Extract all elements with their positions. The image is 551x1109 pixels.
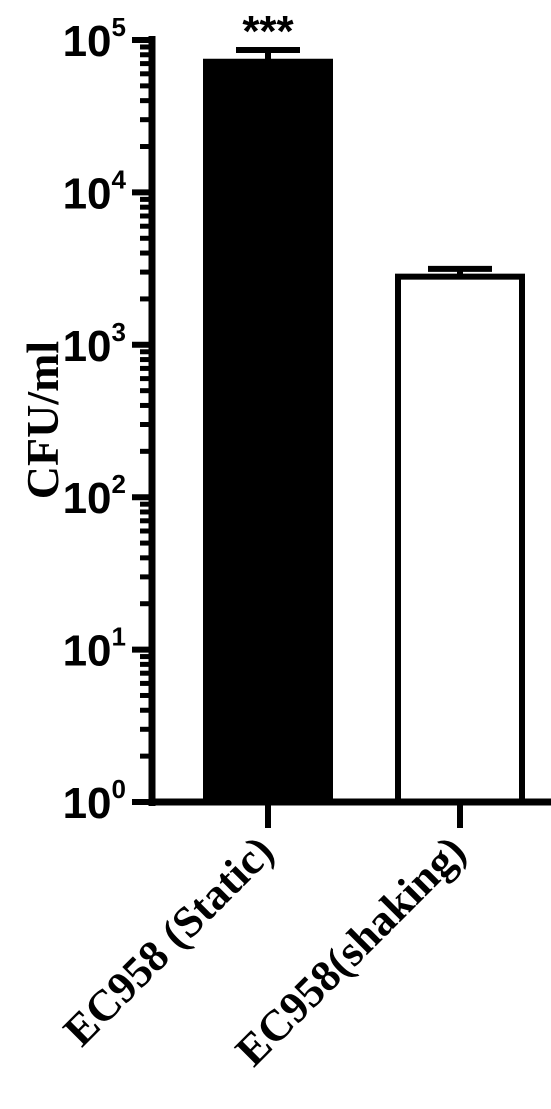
y-tick-base: 10	[63, 627, 112, 676]
y-tick-exponent: 5	[112, 12, 126, 42]
y-axis-title: CFU/ml	[17, 341, 68, 499]
y-tick-label: 104	[63, 164, 127, 218]
bars: ***	[203, 7, 525, 805]
y-tick-exponent: 1	[112, 622, 126, 652]
y-tick-base: 10	[63, 17, 112, 66]
y-tick-label: 101	[63, 622, 126, 676]
y-tick-exponent: 3	[112, 317, 126, 347]
significance-label: ***	[242, 7, 294, 56]
y-tick-label: 103	[63, 317, 126, 371]
y-tick-label: 105	[63, 12, 126, 66]
y-tick-base: 10	[63, 322, 112, 371]
y-tick-exponent: 4	[112, 164, 127, 194]
y-tick-exponent: 0	[112, 774, 126, 804]
y-tick-label: 100	[63, 774, 126, 828]
bar	[395, 273, 525, 805]
y-tick-label: 102	[63, 469, 126, 523]
y-tick-base: 10	[63, 474, 112, 523]
y-tick-base: 10	[63, 779, 112, 828]
y-tick-exponent: 2	[112, 469, 126, 499]
bar	[203, 58, 333, 805]
x-axis: EC958 (Static)EC958(shaking)	[54, 798, 551, 1075]
y-tick-base: 10	[63, 169, 112, 218]
